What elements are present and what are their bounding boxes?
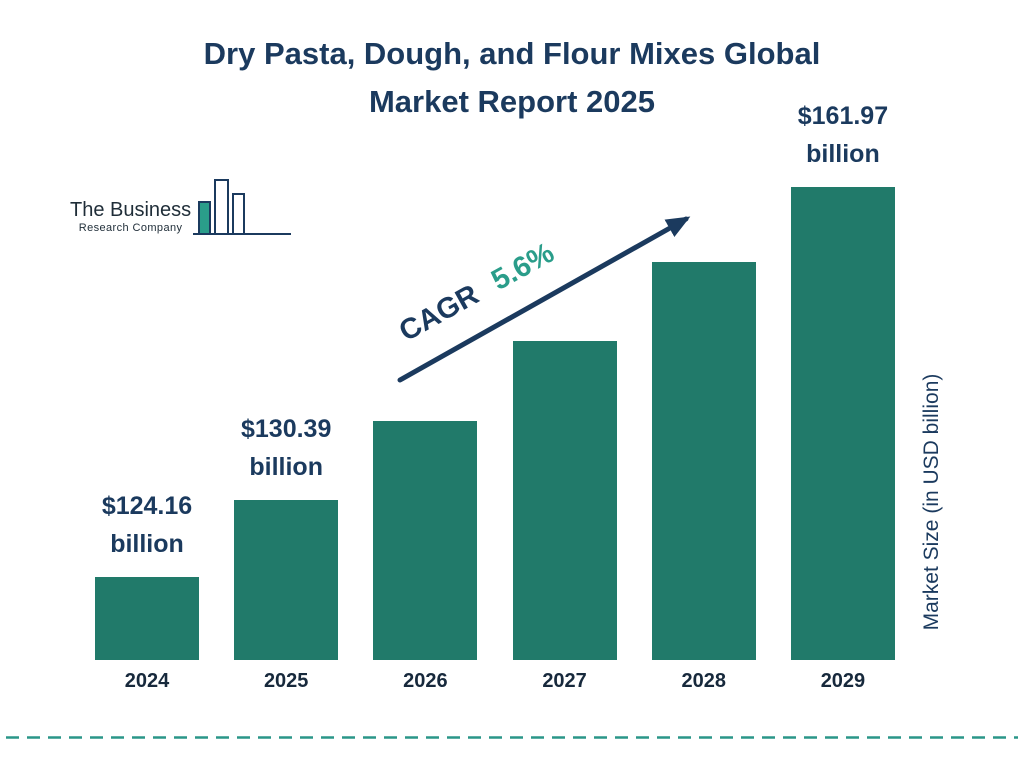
bar-column: $161.97 billion 2029 <box>790 98 895 692</box>
bar-column: 2026 <box>373 98 478 692</box>
bar-2029 <box>790 187 895 660</box>
bar-column: $124.16 billion 2024 <box>95 98 199 692</box>
year-label: 2025 <box>263 670 309 692</box>
year-label: 2027 <box>542 670 587 692</box>
logo-name: The Business <box>70 199 192 221</box>
bar-2028 <box>651 262 756 660</box>
year-label: 2029 <box>820 670 866 692</box>
bar-column: 2028 <box>651 98 756 692</box>
bar-columns: $124.16 billion 2024 $130.39 billion 2025 2026… <box>95 98 895 692</box>
bar-2024 <box>95 577 199 660</box>
y-axis-label: Market Size (in USD billion) <box>920 373 943 631</box>
title-line-2: Market Report 2025 <box>368 84 655 120</box>
bar-column: 2027 <box>512 98 617 692</box>
logo-subname: Research Company <box>78 222 183 234</box>
title-line-1: Dry Pasta, Dough, and Flour Mixes Global <box>203 36 821 71</box>
bar-2026 <box>373 421 478 660</box>
company-logo: The Business Research Company <box>70 176 293 242</box>
bar-2027 <box>512 341 617 660</box>
bar-value-label: $124.16 billion <box>101 492 193 558</box>
bottom-dashed-divider <box>6 736 1018 739</box>
year-label: 2024 <box>124 670 170 692</box>
bar-chart-logo-icon <box>193 179 292 235</box>
year-label: 2028 <box>681 670 727 692</box>
bar-2025 <box>234 500 339 660</box>
bar-value-label: $161.97 billion <box>797 102 889 168</box>
year-label: 2026 <box>403 670 448 692</box>
bar-column: $130.39 billion 2025 <box>234 98 339 692</box>
page-title: Dry Pasta, Dough, and Flour Mixes Global… <box>0 30 1024 126</box>
logo-text: The Business Research Company <box>70 198 191 242</box>
bar-value-label: $130.39 billion <box>241 415 332 481</box>
